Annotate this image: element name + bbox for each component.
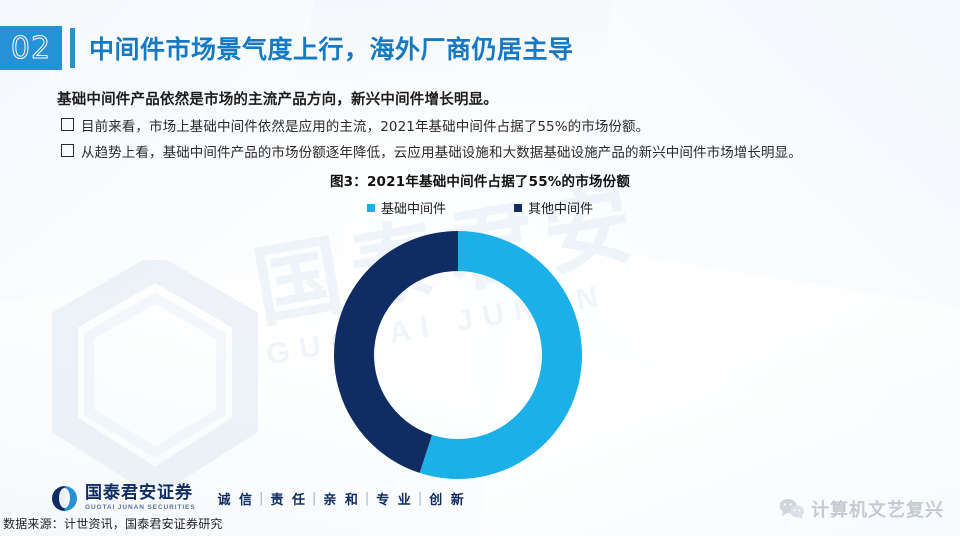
legend-item-other-middleware[interactable]: 其他中间件 (514, 198, 593, 217)
header-divider-bar (70, 28, 75, 68)
slogan-word: 创 新 (429, 492, 466, 508)
legend-swatch-icon (366, 203, 375, 212)
wechat-icon (779, 499, 804, 519)
wechat-watermark: 计算机文艺复兴 (779, 496, 944, 522)
chart-title: 图3：2021年基础中间件占据了55%的市场份额 (329, 174, 631, 190)
slogan-separator: | (259, 490, 266, 506)
slogan-separator: | (364, 490, 372, 506)
slide-header: 02 中间件市场景气度上行，海外厂商仍居主导 (0, 26, 574, 70)
logo-company-name-en: GUOTAI JUNAN SECURITIES (85, 504, 196, 511)
slogan-separator: | (311, 490, 319, 506)
donut-slice[interactable] (334, 231, 458, 473)
section-subtitle: 基础中间件产品依然是市场的主流产品方向，新兴中间件增长明显。 (57, 92, 498, 108)
legend-label: 其他中间件 (528, 202, 594, 217)
bullet-square-icon (61, 118, 74, 131)
legend-swatch-icon (514, 203, 522, 212)
list-item: 目前来看，市场上基础中间件依然是应用的主流，2021年基础中间件占据了55%的市… (61, 115, 951, 135)
slogan-word: 诚 信 (217, 492, 255, 508)
page-title: 中间件市场景气度上行，海外厂商仍居主导 (89, 35, 574, 64)
donut-slice[interactable] (419, 231, 582, 480)
legend-label: 基础中间件 (380, 202, 446, 217)
slogan-word: 专 业 (376, 492, 413, 508)
logo-text-block: 国泰君安证券 GUOTAI JUNAN SECURITIES (85, 483, 196, 512)
company-slogan: 诚 信 | 责 任 | 亲 和 | 专 业 | 创 新 (218, 489, 466, 508)
bullet-square-icon (61, 144, 74, 157)
guotai-junan-logo-icon (52, 485, 77, 511)
bullet-text: 从趋势上看，基础中间件产品的市场份额逐年降低，云应用基础设施和大数据基础设施产品… (81, 145, 802, 161)
polygon-emblem-decoration (52, 260, 258, 490)
list-item: 从趋势上看，基础中间件产品的市场份额逐年降低，云应用基础设施和大数据基础设施产品… (61, 141, 951, 161)
section-number-text: 02 (10, 30, 52, 66)
slogan-word: 责 任 (270, 492, 307, 508)
company-logo: 国泰君安证券 GUOTAI JUNAN SECURITIES 诚 信 | 责 任 | 亲… (52, 485, 466, 511)
donut-chart (333, 230, 583, 480)
wechat-watermark-text: 计算机文艺复兴 (811, 500, 944, 521)
chart-legend: 基础中间件 其他中间件 (0, 198, 960, 217)
bullet-list: 目前来看，市场上基础中间件依然是应用的主流，2021年基础中间件占据了55%的市… (61, 115, 951, 167)
data-source-note: 数据来源：计世资讯，国泰君安证券研究 (3, 517, 223, 531)
slogan-word: 亲 和 (323, 492, 360, 508)
legend-item-base-middleware[interactable]: 基础中间件 (366, 198, 446, 217)
donut-chart-svg (334, 231, 582, 480)
section-number-badge: 02 (0, 26, 62, 70)
bullet-text: 目前来看，市场上基础中间件依然是应用的主流，2021年基础中间件占据了55%的市… (81, 119, 650, 135)
bottom-edge-bar (0, 536, 960, 540)
slogan-separator: | (417, 490, 425, 506)
logo-company-name-cn: 国泰君安证券 (85, 483, 193, 503)
